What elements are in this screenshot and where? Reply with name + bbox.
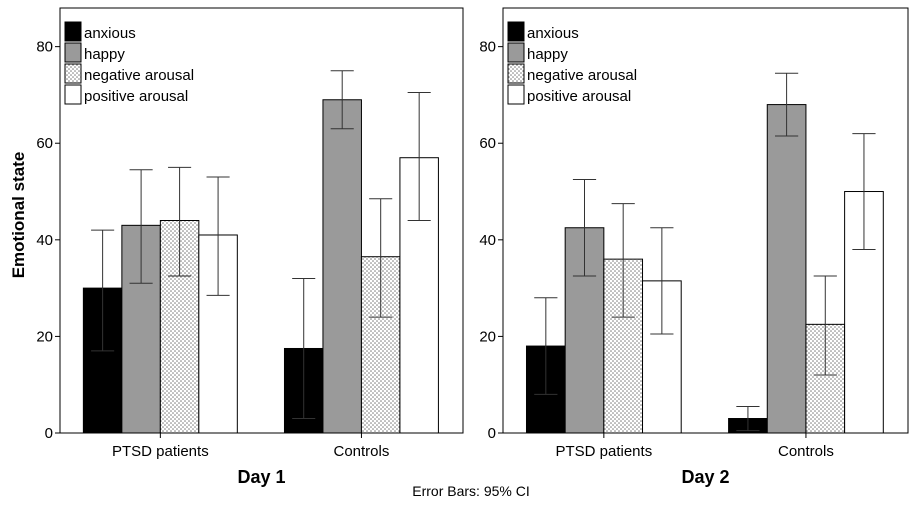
legend-label: positive arousal (84, 88, 188, 105)
legend-label: negative arousal (527, 67, 637, 84)
y-axis-label: Emotional state (9, 152, 28, 279)
panel-frame (59, 7, 464, 434)
y-tick-label: 40 (479, 232, 496, 249)
x-tick-label: PTSD patients (555, 443, 652, 460)
legend-label: negative arousal (84, 67, 194, 84)
legend-label: happy (527, 46, 568, 63)
legend-swatch-negative-arousal (64, 63, 82, 84)
legend-label: happy (84, 46, 125, 63)
y-tick-label: 80 (36, 39, 53, 56)
legend-label: positive arousal (527, 88, 631, 105)
legend-label: anxious (84, 25, 136, 42)
footnote: Error Bars: 95% CI (412, 483, 529, 499)
legend-swatch-happy (64, 42, 82, 63)
y-tick-label: 60 (479, 135, 496, 152)
legend-swatch-positive-arousal (64, 84, 82, 105)
bar-happy (766, 104, 807, 434)
x-axis-label: Day 1 (237, 467, 285, 487)
y-tick-label: 40 (36, 232, 53, 249)
x-tick-label: Controls (778, 443, 834, 460)
y-tick-label: 20 (479, 328, 496, 345)
y-tick-label: 20 (36, 328, 53, 345)
x-tick-label: PTSD patients (112, 443, 209, 460)
legend-swatch-negative-arousal (507, 63, 525, 84)
legend-swatch-happy (507, 42, 525, 63)
legend-swatch-anxious (507, 21, 525, 42)
legend-swatch-positive-arousal (507, 84, 525, 105)
y-tick-label: 0 (488, 425, 496, 442)
y-tick-label: 80 (479, 39, 496, 56)
legend-label: anxious (527, 25, 579, 42)
bar-happy (322, 99, 362, 434)
x-tick-label: Controls (334, 443, 390, 460)
panel-frame (502, 7, 909, 434)
legend-swatch-anxious (64, 21, 82, 42)
x-axis-label: Day 2 (681, 467, 729, 487)
y-tick-label: 0 (45, 425, 53, 442)
y-tick-label: 60 (36, 135, 53, 152)
